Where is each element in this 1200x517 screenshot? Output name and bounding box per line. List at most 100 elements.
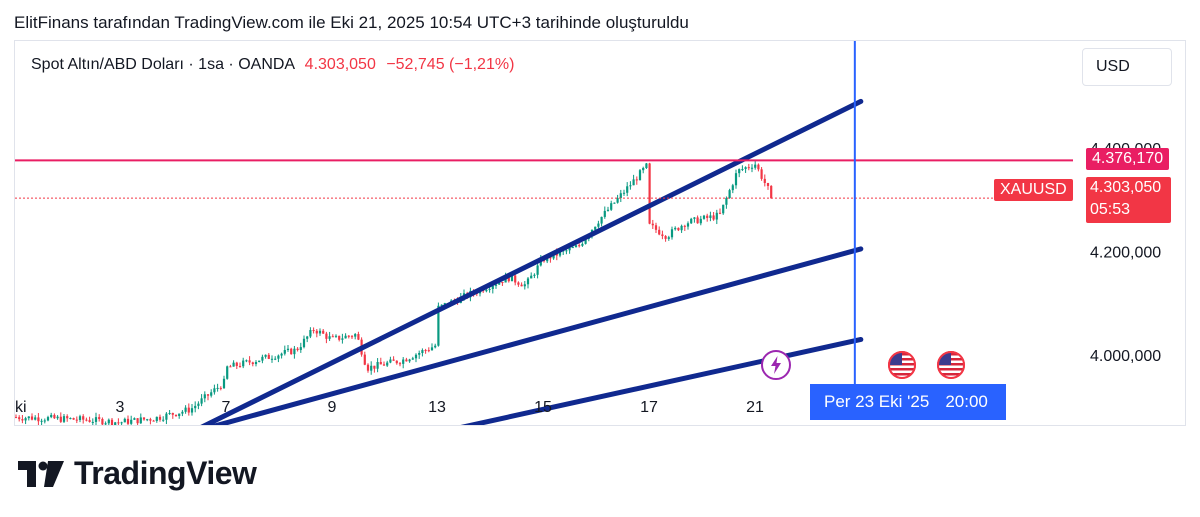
candle [597,220,600,229]
candle [712,212,715,221]
candle [523,280,526,290]
candle [424,348,427,354]
candle [750,164,754,173]
candle [315,329,318,338]
candle [357,331,360,341]
us-flag-icon[interactable] [887,350,917,380]
candle [635,176,638,185]
candle [15,414,18,419]
candle [302,335,306,349]
candle [107,418,110,425]
candle [674,226,677,231]
candle [94,412,98,425]
candle [341,333,344,344]
candle [232,360,235,367]
trendline[interactable] [438,336,864,426]
current-price-value: 4.303,050 [1090,179,1162,196]
candle [715,209,718,225]
candle [312,327,315,334]
candle [261,354,264,364]
candle [334,334,338,338]
candle [738,168,741,178]
candle [728,188,731,199]
chart-caption: ElitFinans tarafından TradingView.com il… [14,13,689,32]
candle [190,403,194,416]
candle [344,333,347,339]
candle [162,416,165,422]
candle [683,224,686,231]
candle [392,356,395,361]
candle [50,412,53,419]
candle [661,230,664,240]
candle [670,226,674,240]
candle [581,242,584,247]
candle [626,182,629,197]
candle [306,335,309,343]
candle [370,361,373,375]
candle [366,363,370,373]
candle [616,194,619,204]
tradingview-logo[interactable]: TradingView [18,455,257,492]
candle [21,415,24,424]
candle [414,353,418,363]
time-axis[interactable]: ki 3 7 9 13 15 17 21 [15,399,764,416]
price-tick-label: 4.000,000 [1090,348,1161,365]
candle [117,418,120,425]
candle [658,226,661,236]
resistance-price-tag: 4.376,170 [1086,148,1170,170]
candle [66,414,69,422]
candle [139,413,142,424]
candle [725,196,728,209]
candle [72,417,75,420]
candle [517,281,520,287]
candle [59,412,62,423]
candle [130,415,133,425]
candle [219,386,222,391]
candle [254,360,258,367]
candle [274,356,277,361]
trendline[interactable] [191,246,864,426]
candle [760,167,763,181]
candle [203,391,206,403]
candle [133,417,136,420]
candle [702,214,706,220]
candle [46,415,50,422]
candle [638,168,642,181]
candle [78,414,82,423]
candle [667,235,670,241]
candle [270,355,274,363]
candle [770,185,773,199]
candle [386,360,389,367]
candle [280,352,283,359]
trendline[interactable] [191,98,864,426]
candle [331,334,334,338]
candle [434,343,437,349]
lightning-icon[interactable] [761,350,791,380]
candle [606,206,610,212]
candle [411,356,414,360]
candle [338,335,341,342]
candle [165,412,168,425]
time-tick-label: ki [15,399,27,416]
candle [242,357,245,369]
candle [603,206,606,219]
candle [123,417,126,423]
candle [136,418,139,425]
candle [69,417,72,420]
candle [680,224,683,233]
candle [491,284,494,294]
candle [258,360,261,363]
candle [382,361,386,366]
candle [648,162,651,225]
us-flag-icon[interactable] [936,350,966,380]
candle [104,421,107,425]
currency-button[interactable]: USD [1082,48,1172,86]
countdown-value: 05:53 [1090,201,1131,218]
candle [350,335,354,340]
trendlines-layer[interactable] [191,98,864,426]
candle [578,243,581,248]
candle [501,281,504,286]
